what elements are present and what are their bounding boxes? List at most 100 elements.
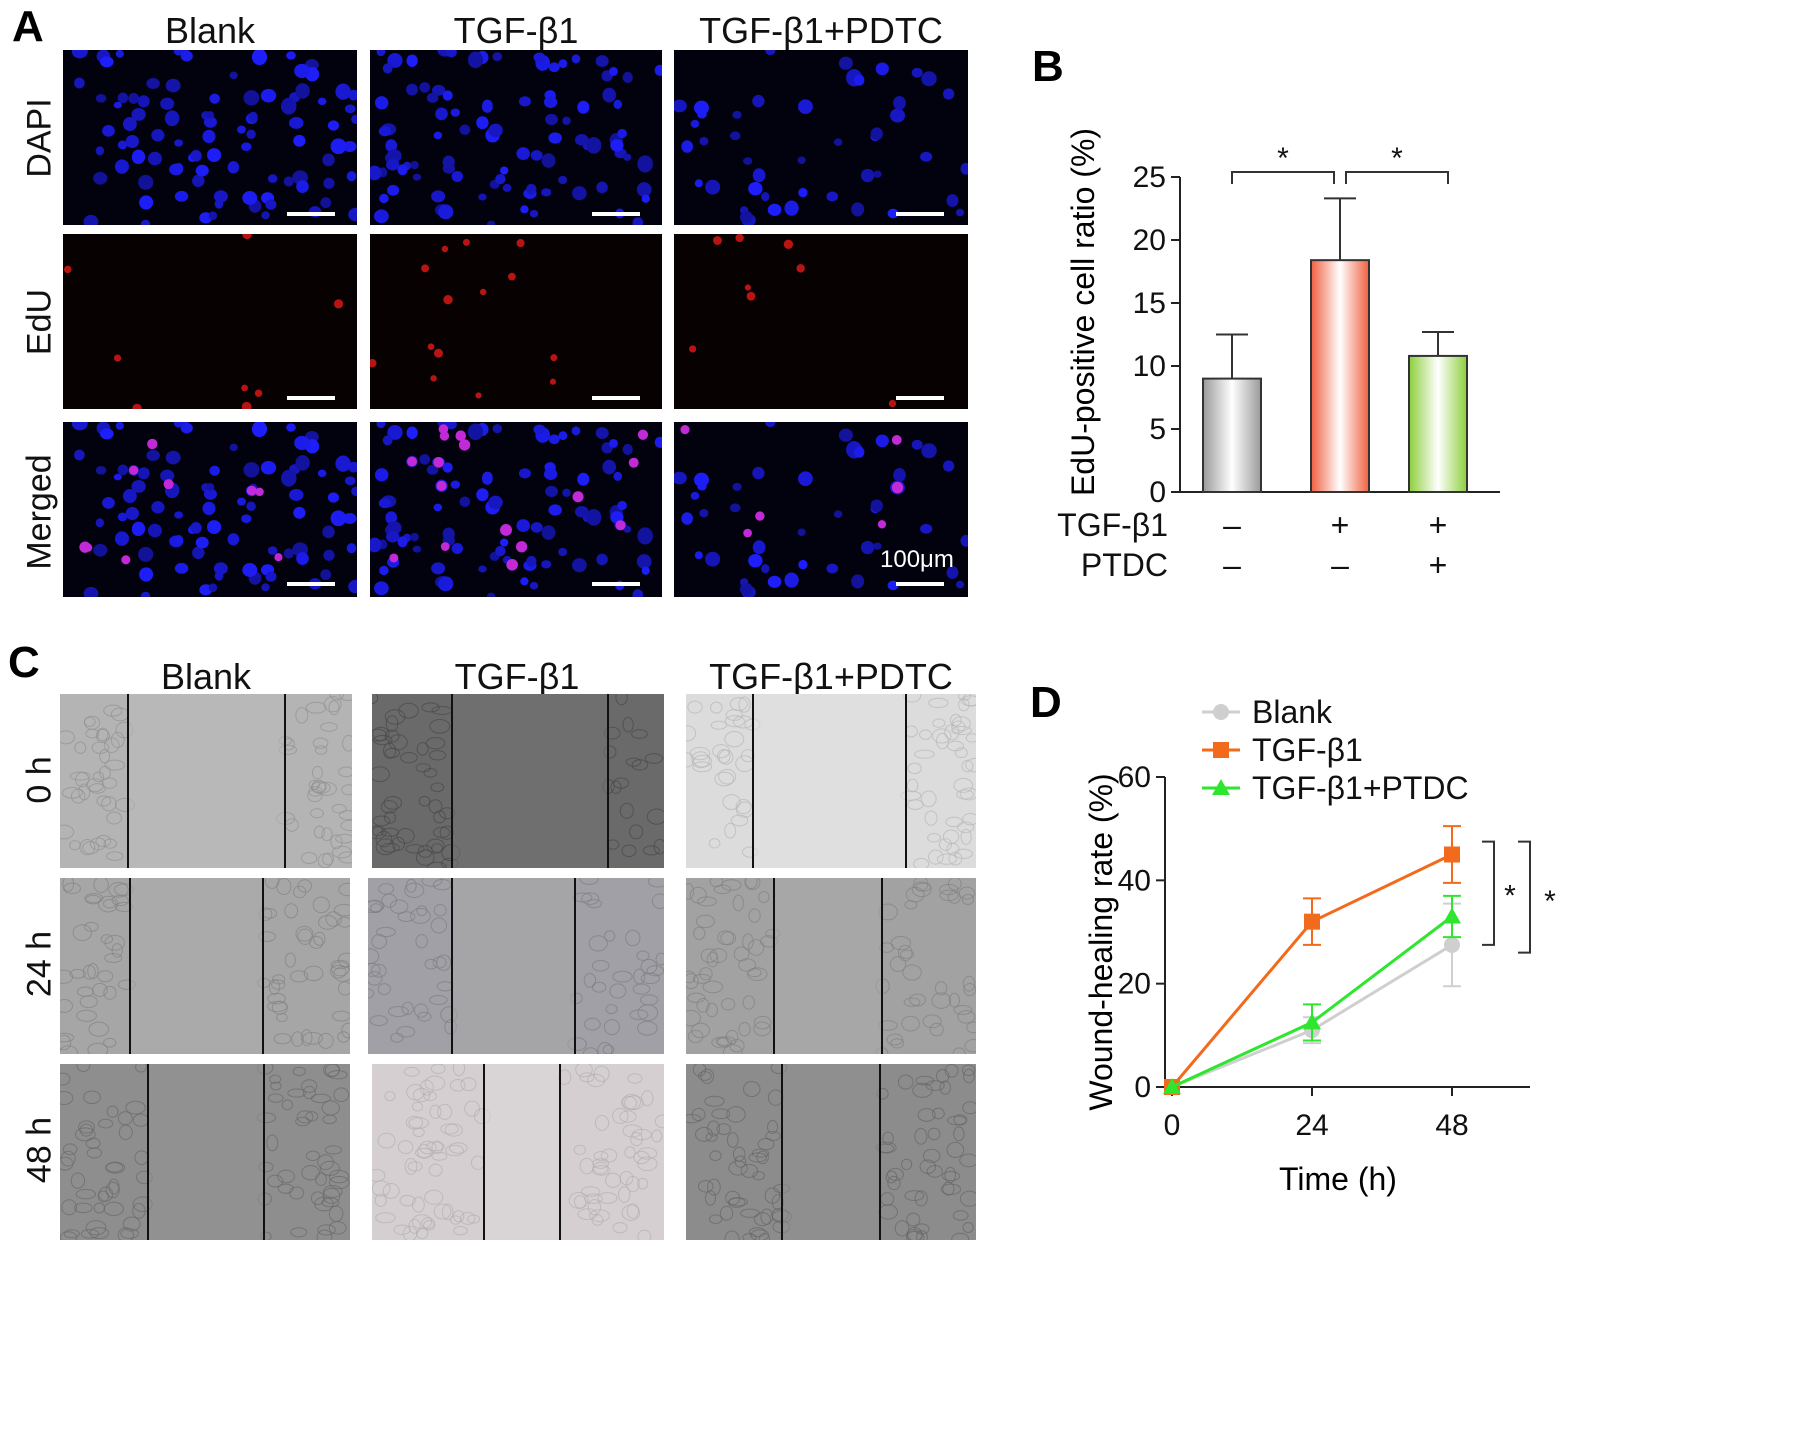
nucleus xyxy=(960,162,968,175)
scale-bar xyxy=(592,212,640,216)
panel-a-label: A xyxy=(12,2,44,51)
cell-outline xyxy=(639,994,659,1006)
nucleus xyxy=(873,170,882,178)
micrograph-edu-blank xyxy=(63,234,357,409)
cell-outline xyxy=(416,905,428,917)
edu-positive-nucleus xyxy=(64,265,72,274)
nucleus xyxy=(596,553,608,566)
cell-outline xyxy=(631,759,649,771)
nucleus xyxy=(530,150,543,161)
nucleus xyxy=(147,523,162,538)
cell-outline xyxy=(952,1047,966,1054)
cell-outline xyxy=(941,1171,961,1182)
panel-a-row-label-edu: EdU xyxy=(20,288,59,356)
nucleus xyxy=(797,156,806,165)
edu-positive-nucleus xyxy=(370,359,377,368)
cell-outline xyxy=(323,696,342,713)
nucleus xyxy=(137,95,150,108)
cell-outline xyxy=(270,1081,282,1091)
cell-outline xyxy=(587,1199,602,1216)
brightfield-48h-tgf-pdtc xyxy=(686,1064,976,1240)
nucleus xyxy=(242,563,258,577)
cell-outline xyxy=(622,716,634,733)
nucleus xyxy=(206,483,215,491)
nucleus xyxy=(202,501,216,516)
edu-positive-nucleus xyxy=(254,389,263,397)
cell-outline xyxy=(706,1178,721,1196)
nucleus xyxy=(267,174,278,183)
significance-bracket xyxy=(1518,840,1531,954)
cell-outline xyxy=(603,1019,620,1036)
cell-outline xyxy=(732,715,754,729)
cell-outline xyxy=(110,731,125,749)
cell-outline xyxy=(448,1142,468,1154)
cell-outline xyxy=(424,958,438,970)
wound-gap xyxy=(148,1064,264,1240)
micrograph-merged-blank xyxy=(63,422,357,597)
cell-outline xyxy=(693,926,706,941)
micrograph-texture xyxy=(60,878,350,1054)
cell-outline xyxy=(328,1205,344,1223)
legend-label: Blank xyxy=(1252,694,1333,730)
cell-outline xyxy=(637,1229,652,1240)
cell-outline xyxy=(758,891,770,904)
y-tick-label: 20 xyxy=(1118,968,1151,1001)
cell-outline xyxy=(962,694,976,707)
nucleus xyxy=(293,134,306,147)
cell-outline xyxy=(86,1147,102,1159)
cell-outline xyxy=(583,973,597,988)
cell-outline xyxy=(724,1230,740,1240)
edu-positive-nucleus xyxy=(274,553,283,562)
cell-outline xyxy=(906,778,919,793)
cell-outline xyxy=(273,1033,292,1045)
cell-outline xyxy=(103,838,118,849)
cell-outline xyxy=(577,1208,598,1221)
nucleus xyxy=(562,488,571,497)
cell-outline xyxy=(579,1157,595,1175)
nucleus xyxy=(147,151,162,166)
cell-outline xyxy=(583,1017,601,1031)
nucleus xyxy=(426,464,439,475)
wound-gap xyxy=(774,878,882,1054)
cell-outline xyxy=(712,744,731,759)
cell-outline xyxy=(692,761,712,773)
cell-outline xyxy=(954,747,968,759)
nucleus xyxy=(526,183,537,195)
cell-outline xyxy=(73,1202,93,1214)
nucleus xyxy=(320,197,332,209)
cell-outline xyxy=(944,1064,959,1078)
cell-outline xyxy=(919,1159,937,1174)
cell-outline xyxy=(460,1077,477,1092)
series-TGF-β1+PTDC xyxy=(1163,894,1461,1094)
cell-outline xyxy=(267,1000,288,1013)
cell-outline xyxy=(87,962,99,980)
cell-outline xyxy=(655,952,664,966)
cell-outline xyxy=(470,1155,485,1170)
cell-outline xyxy=(709,948,728,964)
cell-outline xyxy=(730,814,749,827)
cell-outline xyxy=(314,1196,334,1212)
nucleus xyxy=(732,110,742,119)
cell-outline xyxy=(103,985,117,1000)
cell-outline xyxy=(89,837,107,851)
cell-outline xyxy=(693,973,711,984)
cell-outline xyxy=(60,1032,75,1043)
nucleus xyxy=(748,553,763,568)
cell-outline xyxy=(433,903,447,917)
cell-outline xyxy=(686,973,699,990)
wound-gap xyxy=(130,878,263,1054)
cell-outline xyxy=(927,1127,941,1141)
cell-outline xyxy=(901,1158,913,1171)
nucleus xyxy=(342,140,357,152)
cell-outline xyxy=(331,1010,350,1022)
cell-outline xyxy=(118,1124,133,1141)
cell-outline xyxy=(880,1192,895,1206)
cell-outline xyxy=(962,1222,974,1233)
nucleus xyxy=(385,531,400,543)
scale-bar xyxy=(896,212,944,216)
nucleus xyxy=(586,136,602,154)
nucleus xyxy=(173,50,184,56)
cell-outline xyxy=(372,826,384,837)
panel-a-col-title-tgf-pdtc: TGF-β1+PDTC xyxy=(699,10,943,51)
cell-outline xyxy=(132,1202,146,1219)
